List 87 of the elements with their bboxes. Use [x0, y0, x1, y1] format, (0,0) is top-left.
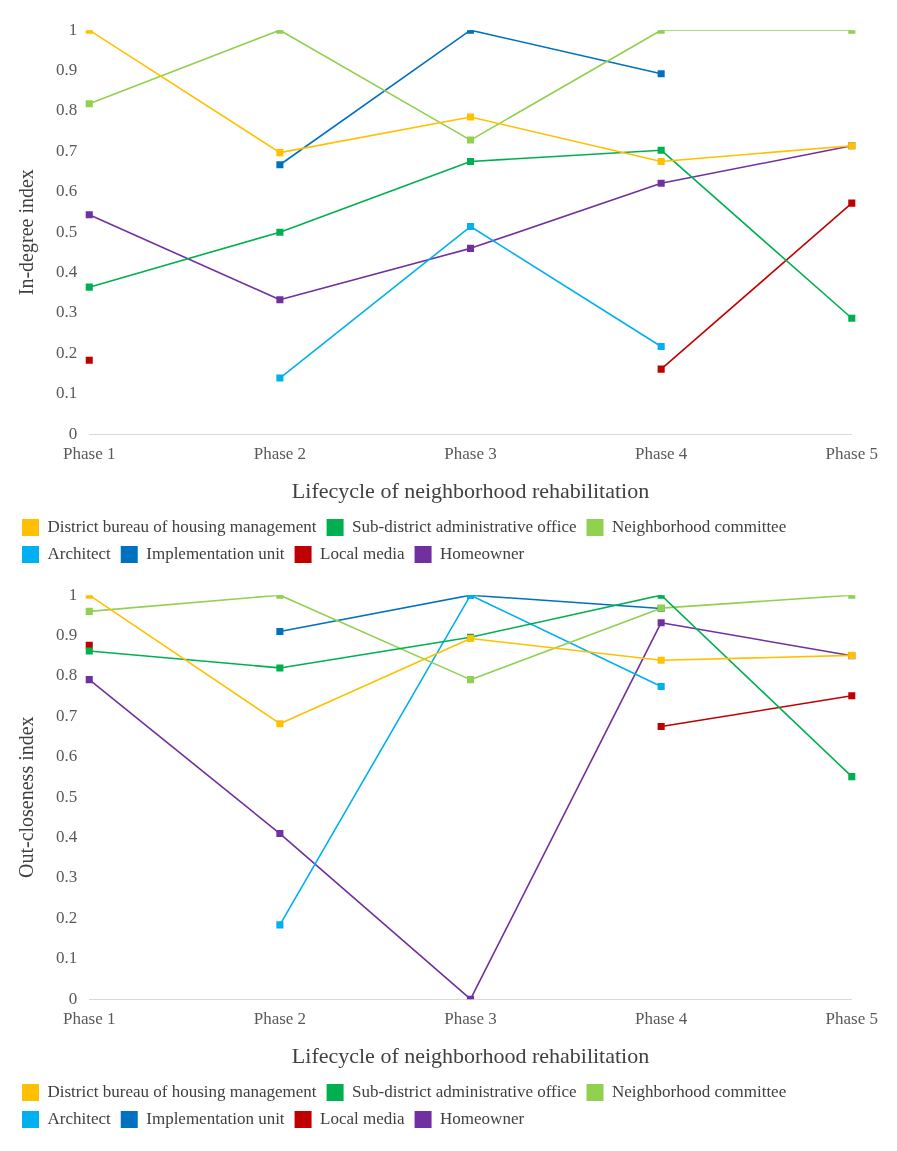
point — [848, 314, 856, 322]
point — [466, 676, 475, 684]
x-tick-label: Phase 5 — [825, 1008, 879, 1028]
y-tick-label: 0.3 — [56, 302, 78, 322]
y-tick-label: 0 — [68, 423, 78, 443]
y-tick-label: 1 — [68, 19, 78, 39]
x-axis-title: Lifecycle of neighborhood rehabilitation — [291, 477, 650, 503]
legend-label: Homeowner — [440, 543, 525, 563]
x-tick-label: Phase 1 — [63, 443, 116, 463]
y-tick-label: 0.3 — [56, 867, 78, 887]
point — [85, 283, 93, 291]
legend-label: Homeowner — [440, 1108, 525, 1128]
point — [276, 161, 284, 169]
legend-label: Neighborhood committee — [612, 516, 787, 536]
point — [657, 343, 665, 351]
point — [848, 199, 856, 207]
point — [466, 136, 475, 144]
point — [657, 619, 665, 627]
point — [466, 113, 475, 121]
y-tick-label: 0.5 — [56, 221, 78, 241]
y-tick-label: 0.6 — [56, 746, 78, 766]
y-tick-label: 0.1 — [56, 948, 78, 968]
x-tick-label: Phase 2 — [253, 443, 307, 463]
x-tick-label: Phase 4 — [634, 1008, 688, 1028]
legend-label: Local media — [320, 1108, 406, 1128]
y-tick-label: 0.7 — [56, 705, 78, 725]
y-tick-label: 0.5 — [56, 786, 78, 806]
point — [276, 720, 284, 728]
y-tick-label: 0 — [68, 988, 78, 1008]
point — [657, 146, 665, 154]
legend-label: Architect — [47, 543, 112, 563]
point — [657, 365, 665, 373]
point — [85, 607, 93, 615]
legend-label: Architect — [47, 1108, 112, 1128]
point — [85, 647, 93, 655]
point — [657, 157, 665, 166]
point — [657, 70, 665, 78]
y-tick-label: 0.7 — [56, 140, 78, 160]
point — [276, 296, 284, 304]
legend-label: District bureau of housing management — [47, 516, 317, 536]
legend-label: Implementation unit — [146, 543, 285, 563]
y-tick-label: 0.9 — [56, 625, 78, 645]
y-tick-label: 0.4 — [56, 827, 78, 847]
point — [85, 676, 93, 684]
point — [85, 211, 93, 219]
legend-label: Implementation unit — [146, 1108, 285, 1128]
legend-label: District bureau of housing management — [47, 1081, 317, 1101]
y-tick-label: 0.4 — [56, 262, 78, 282]
y-tick-label: 0.2 — [56, 342, 78, 362]
x-tick-label: Phase 3 — [444, 443, 497, 463]
x-tick-label: Phase 1 — [63, 1008, 116, 1028]
point — [466, 223, 475, 231]
legend-label: Local media — [320, 543, 406, 563]
y-tick-label: 0.8 — [56, 100, 78, 120]
y-tick-label: 1 — [68, 584, 78, 604]
point — [85, 356, 93, 364]
x-tick-label: Phase 5 — [825, 443, 879, 463]
x-tick-label: Phase 3 — [444, 1008, 497, 1028]
point — [657, 656, 665, 664]
point — [657, 722, 665, 731]
y-axis-title: Out-closeness index — [15, 716, 38, 879]
point — [276, 374, 284, 382]
y-tick-label: 0.6 — [56, 181, 78, 201]
point — [276, 830, 284, 838]
y-tick-label: 0.2 — [56, 907, 78, 927]
legend-label: Neighborhood committee — [612, 1081, 787, 1101]
point — [657, 682, 665, 691]
x-tick-label: Phase 4 — [634, 443, 688, 463]
point — [85, 100, 93, 108]
point — [466, 244, 475, 252]
legend-label: Sub-district administrative office — [352, 516, 577, 536]
point — [276, 228, 284, 236]
legend-label: Sub-district administrative office — [352, 1081, 577, 1101]
x-tick-label: Phase 2 — [253, 1008, 307, 1028]
x-axis-title: Lifecycle of neighborhood rehabilitation — [291, 1042, 650, 1068]
point — [276, 628, 284, 636]
point — [276, 149, 284, 157]
point — [276, 921, 284, 929]
y-tick-label: 0.9 — [56, 60, 78, 80]
point — [657, 179, 665, 187]
point — [276, 664, 284, 672]
y-tick-label: 0.8 — [56, 665, 78, 685]
y-axis-title: In-degree index — [15, 169, 39, 296]
point — [848, 692, 856, 700]
point — [466, 157, 475, 166]
y-tick-label: 0.1 — [56, 383, 78, 403]
point — [848, 773, 856, 781]
